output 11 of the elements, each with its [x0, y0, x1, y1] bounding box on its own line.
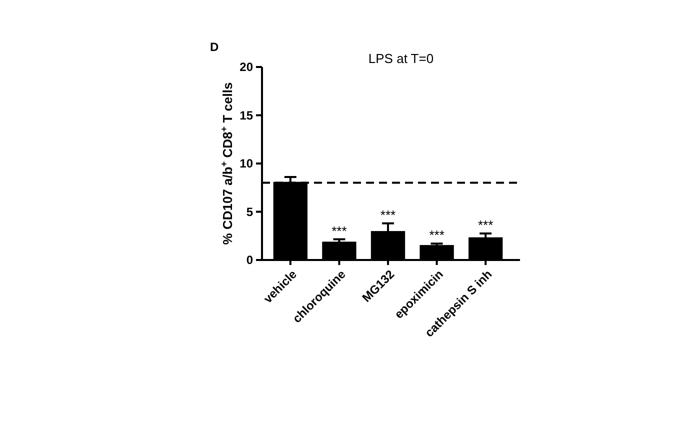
y-tick-label: 15	[240, 108, 254, 122]
chart-title: LPS at T=0	[368, 51, 434, 66]
annotation: ***	[478, 217, 494, 232]
y-tick-label: 0	[246, 253, 254, 268]
annotation: ***	[380, 207, 396, 222]
y-tick-label: 5	[246, 204, 254, 219]
annotation: ***	[332, 223, 347, 238]
annotation: ***	[429, 228, 444, 243]
y-tick-label: 10	[240, 156, 254, 171]
y-tick-label: 20	[240, 60, 254, 74]
text: D	[210, 40, 219, 54]
